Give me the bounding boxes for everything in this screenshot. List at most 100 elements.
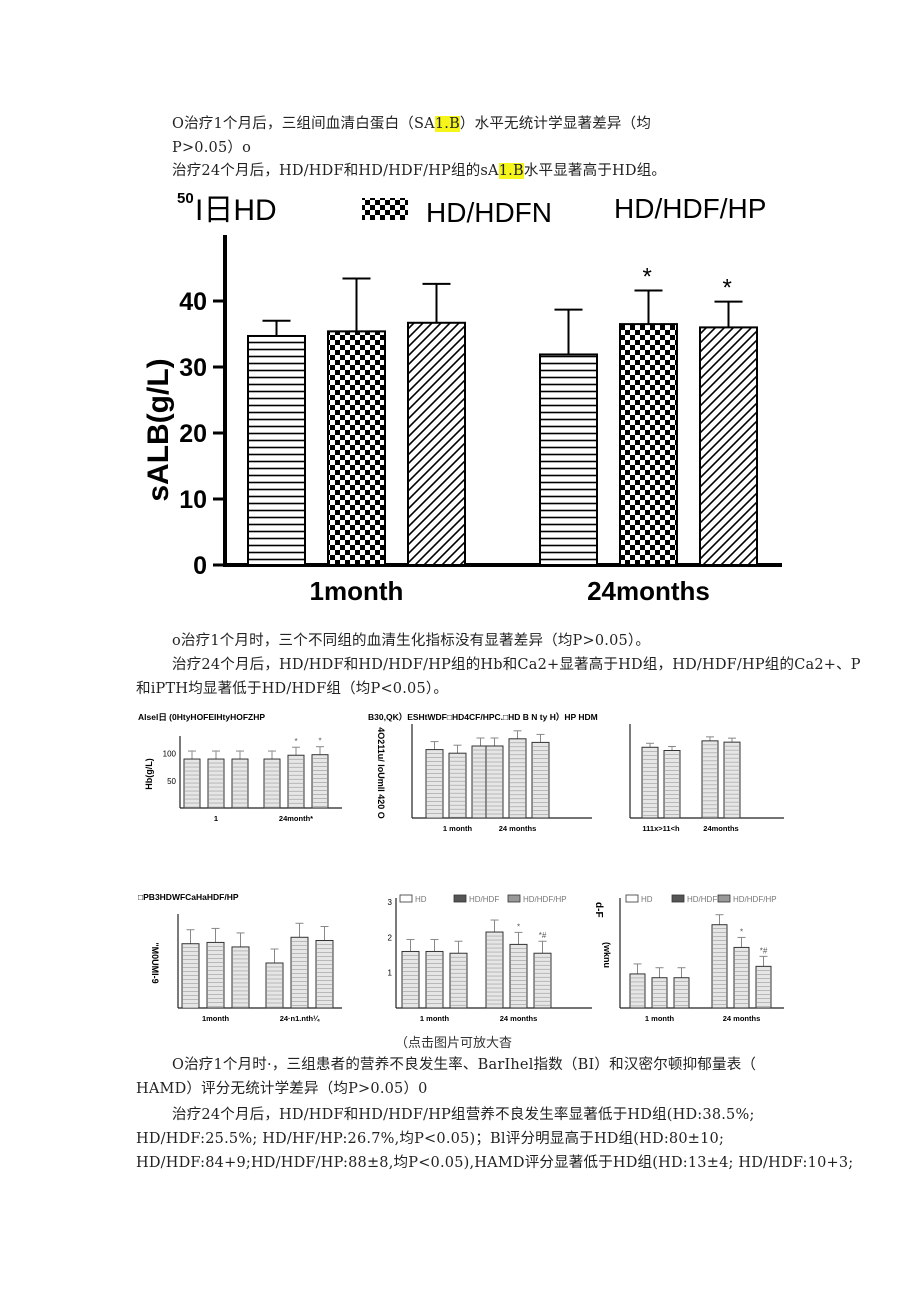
bar — [425, 749, 444, 819]
highlight-mark: 1.B — [498, 163, 524, 179]
bar — [265, 962, 284, 1009]
legend-swatch — [399, 894, 413, 903]
bar — [448, 752, 467, 819]
bar — [533, 952, 552, 1009]
bar — [207, 758, 225, 809]
paragraph-1-line-1: O治疗1个月后，三组间血清白蛋白（SA1.B）水平无统计学显著差异（均 — [172, 116, 652, 132]
salb-bar-chart: 50 I日HD HD/HDFN HD/HDF/HP 0 10 20 30 40 sALB(g/L… — [142, 190, 782, 606]
y-axis-label: sALB(g/L) — [142, 358, 175, 501]
paragraph-5-line-1: O治疗1个月时·，三组患者的营养不良发生率、BarIhel指数（BI）和汉密尔顿… — [172, 1057, 757, 1073]
y-axis-label: (wknu — [602, 942, 612, 968]
paragraph-2: 治疗24个月后，HD/HDF和HD/HDF/HP组的sA1.B水平显著高于HD组… — [172, 163, 667, 179]
y-tick-label: 100 — [163, 750, 177, 759]
y-tick-label: 1 — [388, 969, 393, 978]
significance-mark: *# — [539, 931, 547, 940]
malnutrition-mini-chart: HD HD/HDF HD/HDF/HP 1 2 3 1 month 24 months * *# — [388, 894, 592, 1023]
paragraph-4-line-1: 治疗24个月后，HD/HDF和HD/HDF/HP组的Hb和Ca2+显著高于HD组… — [172, 657, 861, 673]
y-axis-label: Hb(g/L) — [144, 758, 154, 790]
paragraph-3: o治疗1个月时，三个不同组的血清生化指标没有显著差异（均P>0.05）。 — [172, 633, 651, 649]
y-tick-label: 40 — [179, 288, 207, 316]
x-category-label: 24months — [703, 824, 738, 833]
highlight-mark: 1.B — [434, 116, 460, 132]
bar — [183, 758, 201, 809]
x-category-label: 1 month — [645, 1014, 675, 1023]
bar — [206, 941, 225, 1009]
bar — [539, 353, 598, 566]
bar — [755, 965, 772, 1009]
significance-mark: * — [294, 737, 297, 746]
y-tick-label: 10 — [179, 486, 207, 514]
mini-chart-title: Alsel日 (0HtyHOFEIHtyHOFZHP — [138, 712, 265, 722]
y-axis-label: 4O211u/ loUmll 420 O — [376, 727, 386, 819]
legend-label: HD/HDF — [687, 895, 717, 904]
x-category-label: 24 months — [723, 1014, 761, 1023]
hb-mini-chart: Alsel日 (0HtyHOFEIHtyHOFZHP 50 100 Hb(g/L) 1 2… — [138, 712, 342, 823]
x-category-label: 1 — [214, 814, 218, 823]
legend-label: HD — [415, 895, 427, 904]
bar — [699, 326, 758, 566]
bar — [315, 940, 334, 1009]
bar — [663, 750, 681, 819]
y-tick-label: 20 — [179, 420, 207, 448]
p-mini-chart: 111x>11<h 24months — [629, 724, 784, 833]
bar — [531, 741, 550, 819]
ipth-mini-chart: □PB3HDWFCaHaHDF/HP "M0UMI-9 1month 24·n1.nt… — [138, 892, 342, 1023]
x-category-label: 24 months — [499, 824, 537, 833]
x-category-label: 1 month — [420, 1014, 450, 1023]
bar — [449, 952, 468, 1009]
bar — [619, 323, 678, 566]
significance-mark: * — [740, 927, 743, 936]
legend-swatch-hdf — [362, 198, 408, 220]
bar — [407, 321, 466, 566]
y-tick-label: 0 — [193, 552, 207, 580]
paragraph-6-line-2: HD/HDF:25.5%; HD/HF/HP:26.7%,均P<0.05)；Bl… — [136, 1131, 725, 1147]
x-category-label: 111x>11<h — [642, 824, 680, 833]
bar — [651, 977, 668, 1009]
bar — [327, 330, 386, 566]
x-category-label: 1 month — [443, 824, 473, 833]
y-tick-label: 3 — [388, 898, 393, 907]
bar — [287, 754, 305, 809]
bar — [263, 758, 281, 809]
x-category-label: 24·n1.nth¼ — [280, 1014, 320, 1023]
legend-label-hdfhp: HD/HDF/HP — [614, 193, 766, 224]
legend-swatch — [671, 894, 685, 903]
x-category-label: 24 months — [500, 1014, 538, 1023]
hamd-mini-chart: HD HD/HDF HD/HDF/HP (wknu d-F 1 month 24 month… — [593, 894, 784, 1023]
bar — [290, 936, 309, 1009]
legend-label: HD/HDF/HP — [523, 895, 567, 904]
y-tick-label: 50 — [167, 777, 176, 786]
bar — [733, 946, 750, 1009]
y-tick-label: 30 — [179, 354, 207, 382]
bar — [247, 334, 306, 566]
significance-mark: *# — [760, 946, 768, 955]
legend-number: 50 — [177, 190, 194, 207]
legend-swatch — [507, 894, 521, 903]
figure-caption[interactable]: （点击图片可放大杳 — [395, 1036, 513, 1051]
y-tick-label: 2 — [388, 933, 393, 942]
legend-label: HD — [641, 895, 653, 904]
legend-label: HD/HDF — [469, 895, 499, 904]
paragraph-1-line-2: P>0.05）o — [172, 140, 252, 156]
paragraph-5-line-2: HAMD）评分无统计学差异（均P>0.05）0 — [136, 1081, 428, 1097]
x-category-label: 24months — [587, 576, 710, 606]
legend-label: HD/HDF/HP — [733, 895, 777, 904]
bar — [231, 946, 250, 1009]
bar — [485, 931, 504, 1009]
paragraph-6-line-1: 治疗24个月后，HD/HDF和HD/HDF/HP组营养不良发生率显著低于HD组(… — [172, 1107, 755, 1123]
bar — [673, 977, 690, 1009]
y-axis-label-top: d-F — [593, 902, 604, 918]
bar — [723, 741, 741, 819]
x-category-label: 24month* — [279, 814, 313, 823]
bar — [641, 746, 659, 819]
paragraph-4-line-2: 和iPTH均显著低于HD/HDF组（均P<0.05）。 — [136, 681, 449, 697]
legend-swatch — [625, 894, 639, 903]
significance-mark: * — [643, 263, 652, 290]
legend-swatch — [453, 894, 467, 903]
x-category-label: 1month — [310, 576, 404, 606]
calcium-mini-chart: B30,QK）ESHtWDF□HD4CF/HPC.□HD B N ty H）HP… — [368, 712, 598, 833]
x-category-label: 1month — [202, 1014, 230, 1023]
significance-mark: * — [318, 737, 321, 746]
paragraph-6-line-3: HD/HDF:84+9;HD/HDF/HP:88±8,均P<0.05),HAMD… — [136, 1155, 854, 1171]
legend-label-hdf: HD/HDFN — [426, 197, 552, 228]
